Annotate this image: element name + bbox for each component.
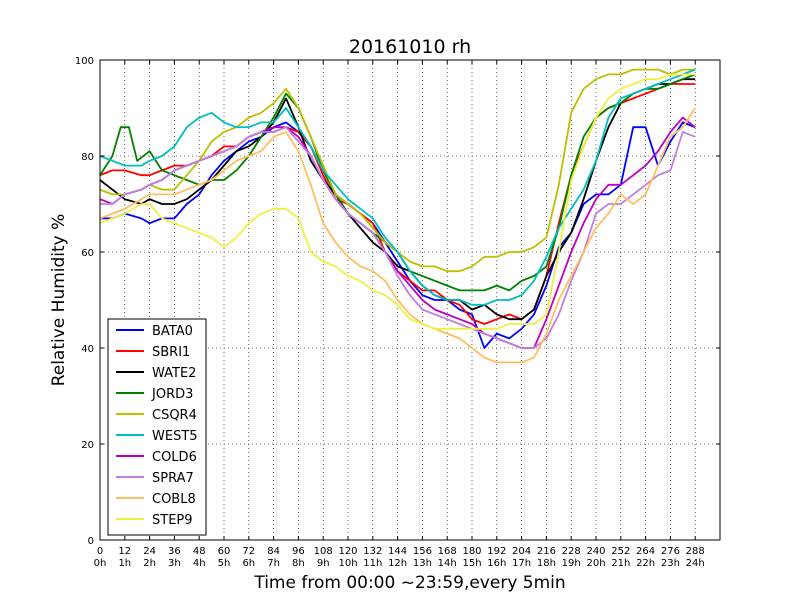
x-tick-sublabel: 23h (661, 558, 680, 569)
chart-title: 20161010 rh (349, 36, 471, 58)
x-tick-sublabel: 14h (438, 558, 457, 569)
legend-label: SBRI1 (152, 345, 190, 360)
x-tick-label: 252 (611, 546, 630, 557)
legend: BATA0 SBRI1 WATE2 JORD3 CSQR4 WEST5 COLD6 SPRA7… (107, 318, 207, 536)
y-tick-label: 60 (81, 248, 94, 259)
x-tick-sublabel: 15h (462, 558, 481, 569)
x-tick-sublabel: 0h (94, 558, 107, 569)
x-tick-label: 132 (363, 546, 382, 557)
x-tick-label: 36 (168, 546, 181, 557)
x-tick-label: 156 (413, 546, 432, 557)
x-tick-label: 240 (586, 546, 605, 557)
x-tick-sublabel: 9h (317, 558, 330, 569)
x-tick-sublabel: 2h (143, 558, 156, 569)
legend-label: WATE2 (152, 366, 196, 381)
x-tick-label: 228 (562, 546, 581, 557)
x-tick-label: 264 (636, 546, 655, 557)
x-tick-label: 144 (388, 546, 407, 557)
x-tick-sublabel: 20h (586, 558, 605, 569)
x-tick-label: 96 (292, 546, 305, 557)
x-tick-sublabel: 18h (537, 558, 556, 569)
x-tick-sublabel: 1h (118, 558, 131, 569)
legend-label: JORD3 (151, 387, 193, 402)
x-tick-sublabel: 22h (636, 558, 655, 569)
legend-label: BATA0 (152, 324, 193, 339)
x-tick-sublabel: 8h (292, 558, 305, 569)
x-tick-sublabel: 10h (338, 558, 357, 569)
x-tick-sublabel: 12h (388, 558, 407, 569)
x-tick-label: 276 (661, 546, 680, 557)
x-tick-label: 120 (338, 546, 357, 557)
y-tick-label: 80 (81, 152, 94, 163)
legend-label: COLD6 (152, 450, 197, 465)
legend-label: COBL8 (152, 492, 196, 507)
x-tick-sublabel: 19h (562, 558, 581, 569)
x-tick-label: 12 (118, 546, 131, 557)
x-tick-sublabel: 4h (193, 558, 206, 569)
series-line-west5 (99, 68, 696, 306)
x-tick-sublabel: 6h (242, 558, 255, 569)
x-tick-label: 24 (143, 546, 156, 557)
x-tick-label: 288 (686, 546, 705, 557)
y-tick-label: 0 (88, 536, 94, 547)
y-axis-label: Relative Humidity % (49, 214, 69, 387)
legend-label: CSQR4 (152, 408, 197, 423)
y-tick-label: 100 (75, 56, 94, 67)
legend-label: SPRA7 (152, 471, 194, 486)
legend-label: WEST5 (152, 429, 198, 444)
x-tick-sublabel: 13h (413, 558, 432, 569)
x-tick-label: 108 (314, 546, 333, 557)
x-tick-sublabel: 7h (267, 558, 280, 569)
series-line-bata0 (100, 121, 696, 349)
series-line-cobl8 (99, 107, 696, 364)
plot-frame (99, 59, 721, 541)
x-tick-sublabel: 24h (686, 558, 705, 569)
x-tick-sublabel: 11h (363, 558, 382, 569)
x-tick-label: 168 (438, 546, 457, 557)
x-tick-label: 72 (242, 546, 255, 557)
x-tick-label: 204 (512, 546, 531, 557)
y-tick-label: 40 (81, 344, 94, 355)
x-tick-sublabel: 5h (218, 558, 231, 569)
x-tick-label: 84 (267, 546, 280, 557)
series-line-step9 (99, 73, 696, 330)
x-axis-label: Time from 00:00 ~23:59,every 5min (253, 573, 565, 593)
x-tick-label: 216 (537, 546, 556, 557)
y-tick-label: 20 (81, 440, 94, 451)
legend-label: STEP9 (152, 513, 193, 528)
x-tick-sublabel: 3h (168, 558, 181, 569)
series-line-spra7 (100, 126, 696, 349)
x-tick-label: 48 (193, 546, 206, 557)
x-tick-sublabel: 16h (487, 558, 506, 569)
x-tick-label: 192 (487, 546, 506, 557)
x-tick-label: 180 (462, 546, 481, 557)
series-lines (99, 68, 696, 364)
x-tick-sublabel: 17h (512, 558, 531, 569)
x-tick-label: 0 (97, 546, 103, 557)
x-tick-sublabel: 21h (611, 558, 630, 569)
x-tick-label: 60 (218, 546, 231, 557)
axes: 00h121h242h363h484h605h726h847h968h1089h… (75, 56, 720, 569)
